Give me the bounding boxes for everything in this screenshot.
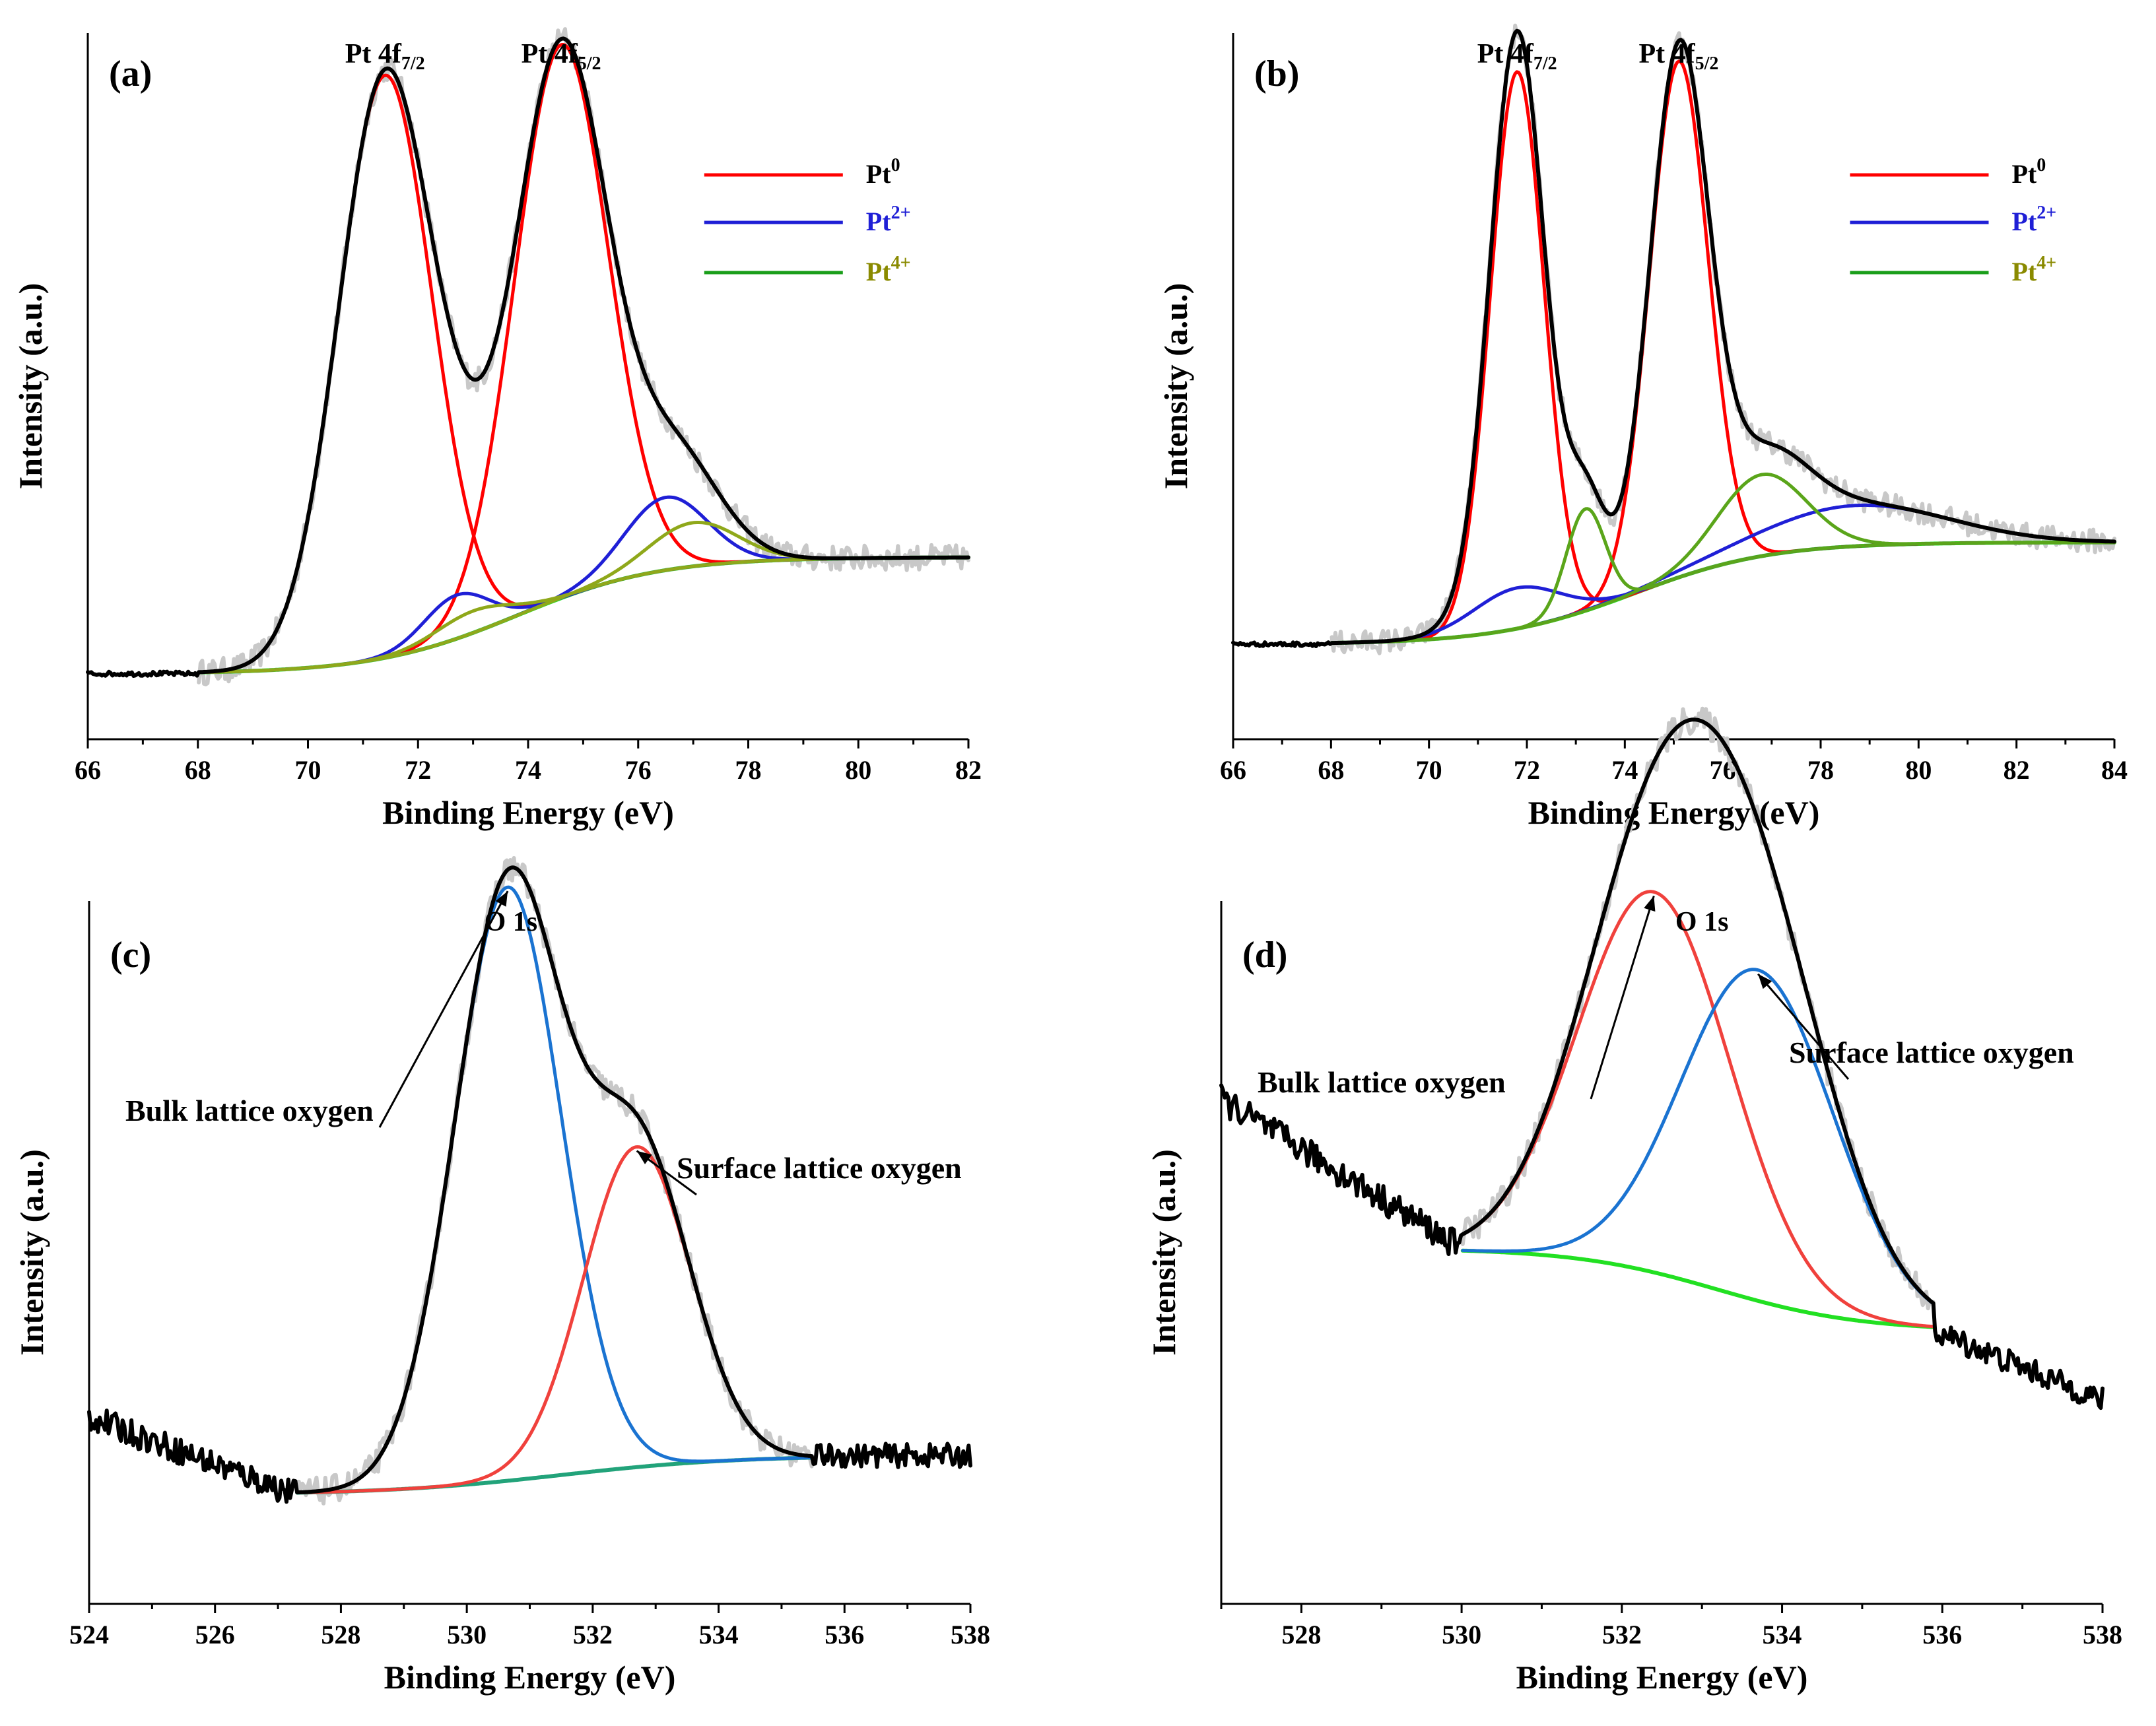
x-tick-label: 82 [955, 755, 982, 785]
x-tick-label: 78 [1807, 755, 1834, 785]
peak-label: Pt 4f5/2 [1638, 39, 1718, 74]
x-tick-label: 80 [1905, 755, 1932, 785]
x-tick-label: 72 [1514, 755, 1540, 785]
annotation-bulk: Bulk lattice oxygen [125, 1094, 374, 1127]
x-tick-label: 538 [951, 1620, 990, 1649]
raw-data-curve [197, 27, 970, 686]
x-tick-label: 538 [2083, 1620, 2122, 1649]
annotation-surface: Surface lattice oxygen [1789, 1036, 2074, 1069]
component-curve [1330, 541, 2116, 645]
panel-c: 524 526 528 530 532 534 536 538 Binding Energy (… [13, 856, 990, 1696]
panel-a: 66 68 70 72 74 76 78 80 82 Binding Energy (eV) Int… [12, 27, 982, 831]
x-axis-label: Binding Energy (eV) [382, 794, 674, 831]
legend-label: Pt4+ [2012, 253, 2057, 286]
annotation-arrowhead [636, 1150, 652, 1164]
component-curve [197, 73, 970, 674]
x-axis-label: Binding Energy (eV) [1516, 1659, 1808, 1696]
x-tick-label: 528 [321, 1620, 360, 1649]
background-curve [1460, 1248, 1936, 1329]
y-axis-label: Intensity (a.u.) [1145, 1149, 1182, 1356]
panel-label: (b) [1254, 53, 1299, 94]
annotation-arrowhead [1644, 896, 1656, 912]
component-curve [197, 556, 970, 675]
panel-label: (a) [109, 53, 152, 94]
annotation-surface: Surface lattice oxygen [677, 1151, 962, 1185]
x-tick-label: 532 [573, 1620, 613, 1649]
component-curve [1461, 890, 1936, 1329]
x-tick-label: 68 [1318, 755, 1344, 785]
component-curve [197, 556, 970, 675]
x-tick-label: 534 [1763, 1620, 1802, 1649]
background-curve [197, 555, 970, 675]
legend-label: Pt0 [2012, 155, 2046, 189]
x-tick-label: 66 [75, 755, 101, 785]
panel-d: 528 530 532 534 536 538 Binding Energy (eV) Int… [1145, 706, 2122, 1696]
envelope-curve [1219, 717, 2105, 1411]
panel-label: (c) [110, 935, 151, 976]
component-curve [197, 495, 970, 675]
component-curve [295, 1145, 814, 1494]
x-tick-label: 534 [699, 1620, 739, 1649]
y-axis-label: Intensity (a.u.) [1157, 283, 1194, 490]
component-curve [1330, 59, 2116, 645]
x-tick-label: 80 [845, 755, 871, 785]
peak-label: Pt 4f7/2 [1477, 39, 1557, 74]
legend-label: Pt2+ [2012, 203, 2057, 236]
x-tick-label: 78 [735, 755, 762, 785]
legend-label: Pt0 [866, 155, 900, 189]
x-tick-label: 68 [185, 755, 211, 785]
legend-label: Pt2+ [866, 203, 911, 236]
annotation-arrowhead [1758, 974, 1772, 989]
component-curve [1330, 70, 2116, 645]
envelope-curve [86, 36, 970, 678]
x-tick-label: 524 [69, 1620, 109, 1649]
annotation-arrowhead [495, 891, 508, 907]
peak-label: Pt 4f5/2 [522, 39, 601, 74]
x-tick-label: 530 [1442, 1620, 1481, 1649]
x-tick-label: 70 [295, 755, 321, 785]
annotation-arrow [1757, 973, 1850, 1080]
component-curve [197, 521, 970, 675]
x-tick-label: 76 [625, 755, 652, 785]
x-tick-label: 74 [1611, 755, 1638, 785]
annotation-bulk: Bulk lattice oxygen [1258, 1065, 1506, 1099]
annotation-arrow [1590, 895, 1655, 1100]
x-tick-label: 72 [405, 755, 431, 785]
background-curve [1330, 540, 2116, 646]
x-tick-label: 82 [2004, 755, 2030, 785]
x-axis-label: Binding Energy (eV) [384, 1659, 676, 1696]
x-tick-label: 66 [1220, 755, 1246, 785]
legend-label: Pt4+ [866, 253, 911, 286]
component-curve [1330, 473, 2116, 645]
envelope-curve [87, 865, 972, 1504]
annotation-arrow [378, 890, 509, 1128]
y-axis-label: Intensity (a.u.) [12, 283, 49, 490]
x-tick-label: 532 [1602, 1620, 1642, 1649]
x-axis-label: Binding Energy (eV) [1528, 794, 1820, 831]
envelope-curve [1231, 28, 2116, 648]
x-tick-label: 74 [515, 755, 541, 785]
peak-label: O 1s [1675, 907, 1729, 937]
x-tick-label: 536 [825, 1620, 864, 1649]
y-axis-label: Intensity (a.u.) [13, 1149, 50, 1356]
x-tick-label: 84 [2101, 755, 2128, 785]
peak-label: O 1s [485, 907, 538, 937]
peak-label: Pt 4f7/2 [345, 39, 425, 74]
x-tick-label: 530 [447, 1620, 487, 1649]
x-tick-label: 536 [1922, 1620, 1962, 1649]
x-tick-label: 528 [1281, 1620, 1321, 1649]
component-curve [1461, 968, 1936, 1306]
x-tick-label: 70 [1416, 755, 1442, 785]
panel-label: (d) [1242, 935, 1287, 976]
x-tick-label: 526 [195, 1620, 235, 1649]
